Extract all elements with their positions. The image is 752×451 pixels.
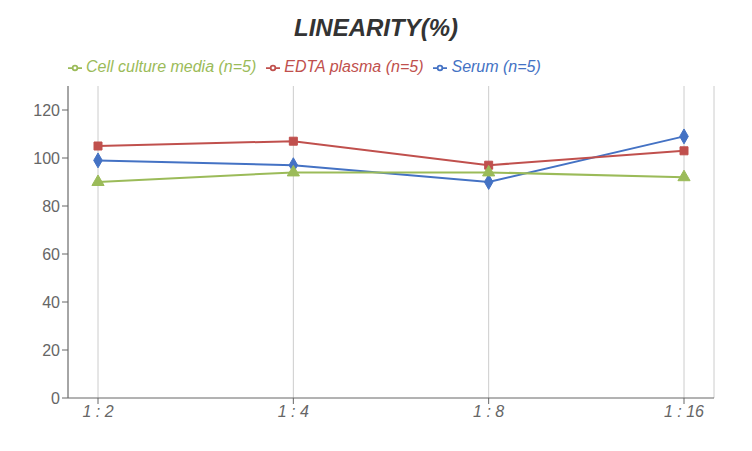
html-text:Serum (n=5): Serum (n=5)	[451, 58, 541, 75]
svg-text:1 : 8: 1 : 8	[473, 403, 504, 420]
svg-text:120: 120	[33, 102, 60, 119]
svg-text:1 : 2: 1 : 2	[82, 403, 113, 420]
html-text:Cell culture media (n=5): Cell culture media (n=5)	[86, 58, 257, 75]
svg-text:20: 20	[42, 342, 60, 359]
svg-text:40: 40	[42, 294, 60, 311]
svg-text:0: 0	[51, 390, 60, 407]
svg-text:1 : 16: 1 : 16	[664, 403, 704, 420]
html-text:EDTA plasma (n=5): EDTA plasma (n=5)	[284, 58, 424, 75]
svg-text:1 : 4: 1 : 4	[278, 403, 309, 420]
svg-text:60: 60	[42, 246, 60, 263]
svg-text:80: 80	[42, 198, 60, 215]
html-text:LINEARITY(%): LINEARITY(%)	[294, 14, 458, 41]
svg-text:100: 100	[33, 150, 60, 167]
